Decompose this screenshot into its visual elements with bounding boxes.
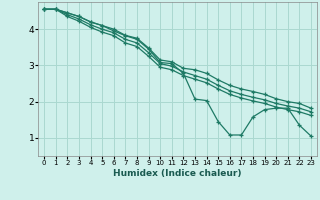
X-axis label: Humidex (Indice chaleur): Humidex (Indice chaleur): [113, 169, 242, 178]
